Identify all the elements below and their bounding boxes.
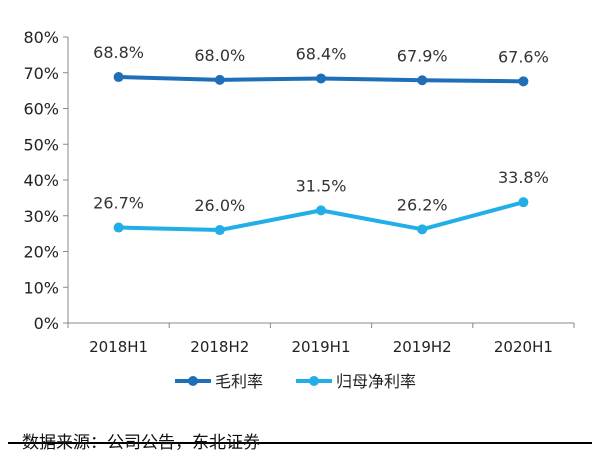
legend-swatch-marker-0 [188,376,198,386]
y-tick-label: 10% [23,278,59,297]
legend-label-1: 归母净利率 [336,372,416,391]
data-point-1 [113,222,124,233]
x-tick-label: 2019H1 [292,338,351,356]
y-tick-label: 80% [23,28,59,47]
divider-rule [8,442,592,444]
legend-swatch-marker-1 [309,376,319,386]
data-point-1 [518,197,529,208]
data-label-1: 33.8% [498,168,549,187]
x-tick-label: 2018H2 [190,338,249,356]
data-label-0: 67.9% [397,46,448,65]
data-point-1 [316,205,326,216]
data-label-1: 26.0% [194,196,245,215]
y-tick-label: 20% [23,243,59,262]
y-tick-label: 60% [23,100,59,119]
data-point-0 [518,76,529,87]
data-label-0: 68.0% [194,46,245,65]
data-point-0 [214,74,225,85]
y-tick-label: 30% [23,207,59,226]
y-tick-label: 40% [23,171,59,190]
legend-label-0: 毛利率 [215,372,263,391]
data-point-0 [316,73,326,84]
y-tick-label: 70% [23,64,59,83]
data-point-1 [214,225,225,236]
x-tick-label: 2019H2 [393,338,452,356]
data-label-0: 68.8% [93,43,144,62]
data-label-1: 31.5% [296,176,347,195]
data-label-1: 26.2% [397,195,448,214]
y-tick-label: 50% [23,135,59,154]
data-label-0: 68.4% [296,44,347,63]
line-chart: 0% 10% 20% 30% 40% 50% 60% 70% 80% 2018H1 2018H2 20… [23,28,575,391]
x-tick-label: 2020H1 [494,338,553,356]
data-label-0: 67.6% [498,47,549,66]
data-point-0 [113,72,124,83]
data-point-1 [417,224,428,235]
y-tick-label: 0% [34,314,59,333]
data-label-1: 26.7% [93,194,144,213]
data-point-0 [417,75,428,86]
x-tick-label: 2018H1 [89,338,148,356]
